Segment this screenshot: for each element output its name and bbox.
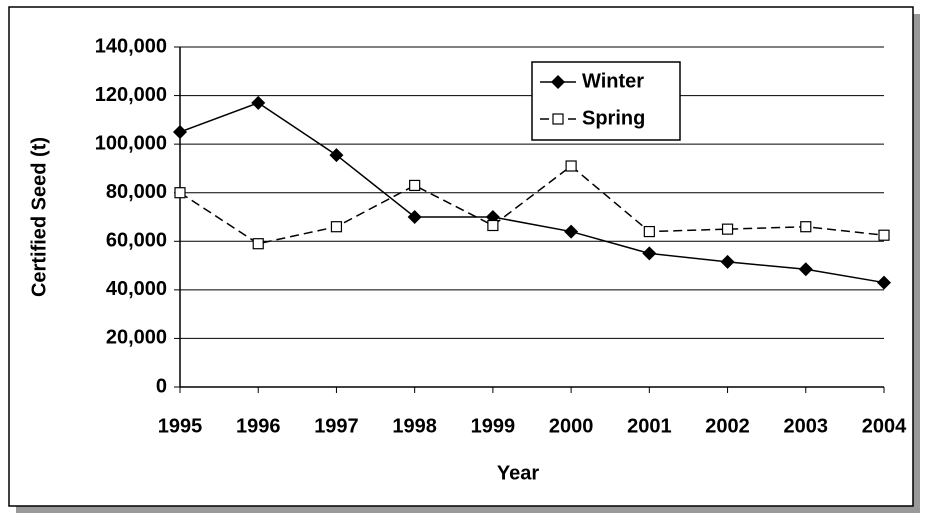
x-axis-label: Year [497,462,539,484]
y-axis-label: Certified Seed (t) [28,137,50,297]
x-tick-label: 2004 [862,415,907,437]
y-tick-label: 0 [156,375,167,397]
point [330,221,343,233]
series-line [179,165,885,245]
chart-frame [8,6,914,507]
point [407,210,422,224]
x-tick-label: 1997 [314,415,359,437]
y-tick-label: 120,000 [95,84,167,106]
legend-label: Spring [582,107,645,129]
point [329,148,344,163]
x-tick-label: 2000 [549,415,594,437]
x-tick-label: 1996 [236,415,281,437]
x-tick-label: 1999 [471,415,516,437]
y-tick-label: 80,000 [106,181,167,203]
y-tick-label: 40,000 [106,278,167,300]
point [487,219,499,232]
x-tick-label: 2001 [627,415,672,437]
point [564,224,579,239]
y-tick-label: 20,000 [106,327,167,349]
point [642,246,657,261]
point [720,254,735,269]
point [409,179,421,192]
legend-label: Winter [582,70,644,92]
point [721,223,734,235]
point [800,221,812,233]
x-tick-label: 1995 [158,415,203,437]
point [174,187,186,199]
series-line [179,102,885,284]
point [173,125,187,139]
point [878,229,890,241]
x-tick-label: 2002 [705,415,750,437]
point [798,262,813,277]
point [877,275,891,290]
legend-marker [552,113,564,125]
x-tick-label: 1998 [392,415,437,437]
point [565,160,577,172]
legend-box [531,61,681,141]
y-tick-label: 140,000 [95,35,167,57]
point [643,225,655,238]
point [252,238,264,250]
point [251,95,266,110]
y-tick-label: 100,000 [95,132,167,154]
x-tick-label: 2003 [784,415,829,437]
legend-marker [551,75,565,89]
y-tick-label: 60,000 [106,230,167,252]
